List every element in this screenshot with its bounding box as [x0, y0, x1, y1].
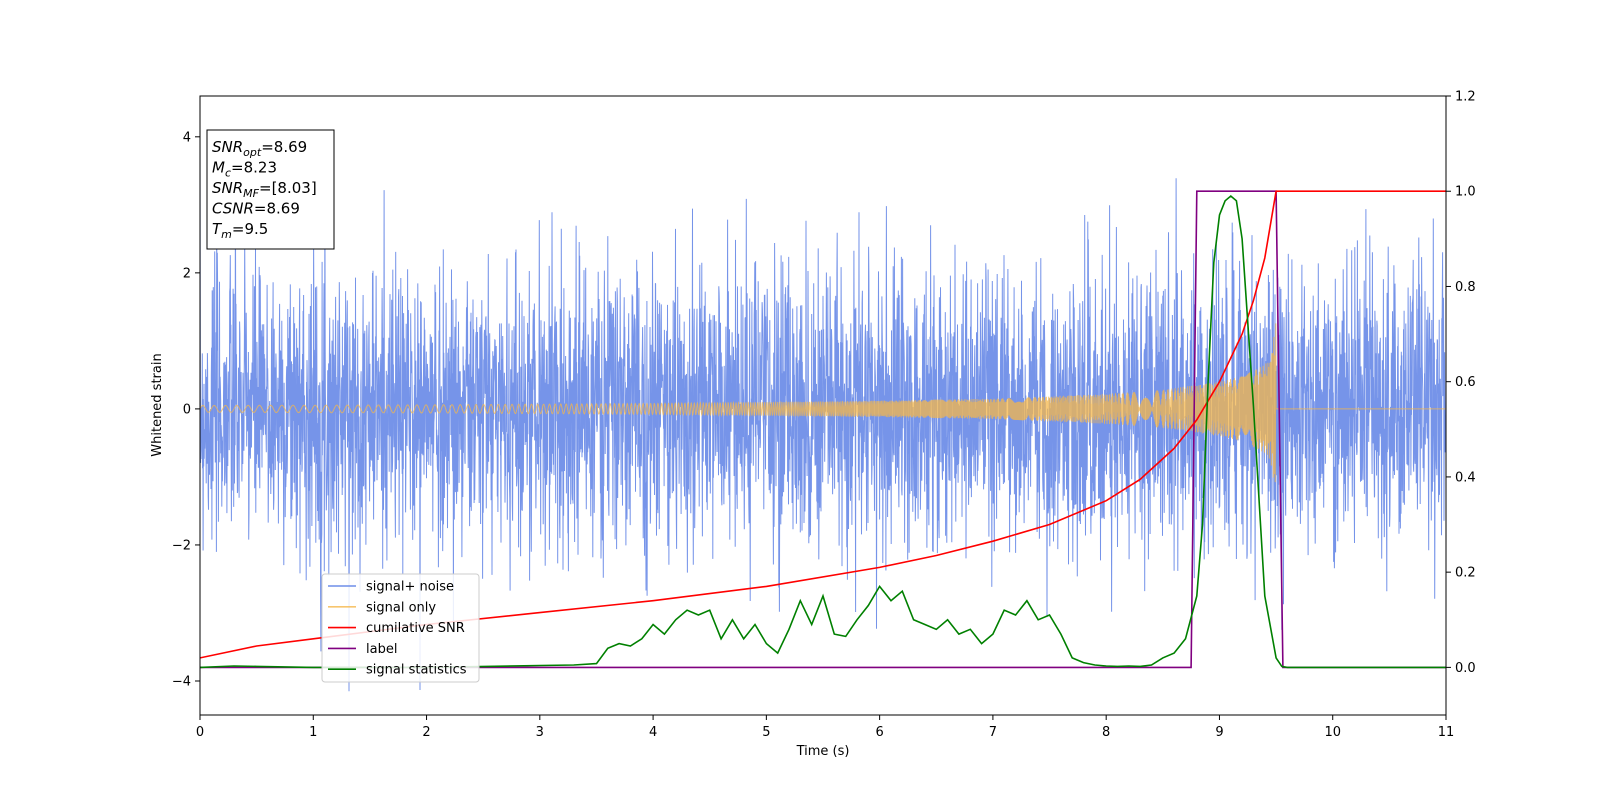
y-right-tick-label: 1.2 [1455, 90, 1476, 105]
series-signal-noise-line [200, 138, 1446, 692]
x-axis-label: Time (s) [796, 744, 850, 759]
x-tick-label: 7 [989, 725, 997, 740]
x-tick-label: 5 [762, 725, 770, 740]
info-box-line: SNRopt=8.69 [212, 138, 307, 159]
info-box-line: Tm=9.5 [212, 220, 268, 241]
legend-entry: signal+ noise [366, 580, 454, 595]
legend: signal+ noise signal only cumilative SNR la… [321, 573, 480, 683]
legend-entry: label [366, 642, 397, 657]
y-right-tick-label: 1.0 [1455, 185, 1476, 200]
y-left-tick-label: −2 [172, 538, 191, 553]
x-tick-label: 6 [875, 725, 883, 740]
y-left-tick-label: 0 [183, 402, 191, 417]
info-box-line: SNRMF=[8.03] [212, 179, 317, 200]
legend-entry: cumilative SNR [366, 621, 465, 636]
legend-frame [321, 573, 480, 683]
x-tick-label: 9 [1215, 725, 1223, 740]
x-tick-label: 3 [536, 725, 544, 740]
y-right-tick-label: 0.2 [1455, 566, 1476, 581]
info-box-line: Mc=8.23 [212, 159, 277, 180]
y-left-tick-label: 4 [183, 130, 191, 145]
legend-entry: signal only [366, 600, 436, 615]
series-signal-only-line [200, 323, 1446, 483]
x-tick-label: 0 [196, 725, 204, 740]
info-box-line: CSNR=8.69 [212, 200, 300, 218]
y-right-tick-label: 0.6 [1455, 375, 1476, 390]
axes: 0 1 2 3 4 5 6 7 8 9 10 11 −4 −2 0 2 4 0.0 0.2 0.4 0.6 0.8 1.0 1… [172, 90, 1476, 741]
x-tick-label: 8 [1102, 725, 1110, 740]
y-axis-label: Whitened strain [150, 353, 165, 456]
y-left-tick-label: 2 [183, 266, 191, 281]
x-tick-label: 10 [1324, 725, 1341, 740]
info-box-frame [206, 129, 335, 250]
x-tick-label: 1 [309, 725, 317, 740]
y-right-tick-label: 0.0 [1455, 661, 1476, 676]
series-signal-statistics-line [200, 194, 1446, 669]
legend-entry: signal statistics [366, 663, 467, 678]
y-right-tick-label: 0.8 [1455, 280, 1476, 295]
x-tick-label: 11 [1438, 725, 1455, 740]
y-left-tick-label: −4 [172, 674, 191, 689]
x-tick-label: 4 [649, 725, 657, 740]
x-tick-label: 2 [422, 725, 430, 740]
y-right-tick-label: 0.4 [1455, 470, 1476, 485]
plot-frame [199, 95, 1447, 716]
